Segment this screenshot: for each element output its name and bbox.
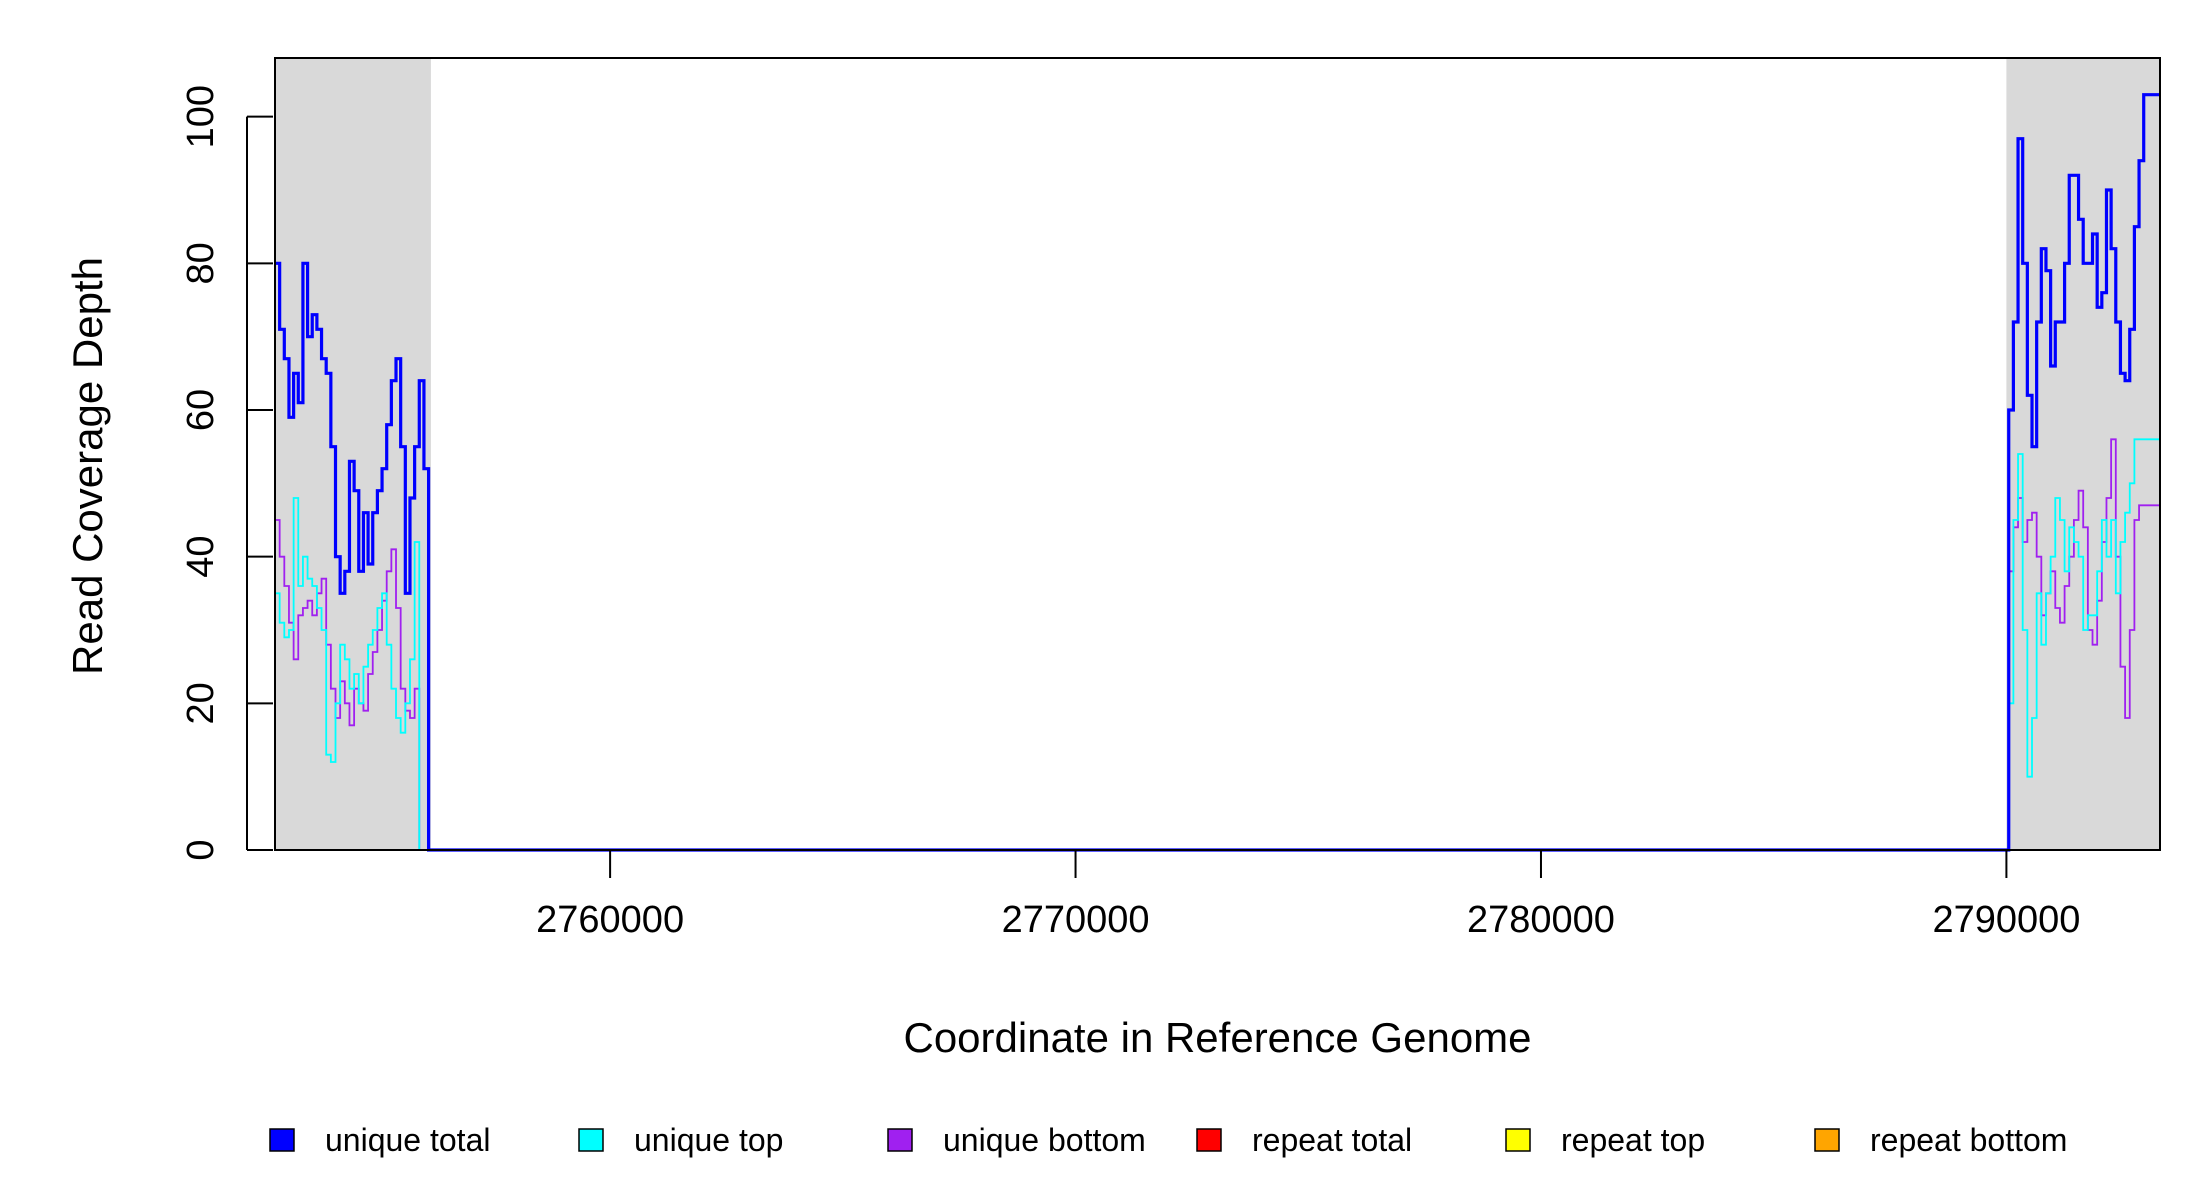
y-tick-label: 100: [180, 85, 222, 148]
y-axis-title: Read Coverage Depth: [64, 257, 111, 675]
y-tick-label: 80: [180, 242, 222, 284]
x-axis: 2760000 2770000 2780000 2790000: [536, 850, 2080, 941]
x-axis-title: Coordinate in Reference Genome: [903, 1014, 1531, 1061]
y-tick-label: 60: [180, 389, 222, 431]
shaded-region-1: [275, 58, 431, 850]
y-tick-label: 40: [180, 536, 222, 578]
x-tick-label: 2790000: [1932, 899, 2080, 941]
legend-item-repeat-top: repeat top: [1505, 1122, 1705, 1158]
legend-swatch: [887, 1128, 913, 1152]
legend-label: repeat bottom: [1870, 1122, 2067, 1158]
shaded-region-2: [2006, 58, 2160, 850]
legend-swatch: [269, 1128, 295, 1152]
legend-label: unique bottom: [943, 1122, 1146, 1158]
legend-label: unique top: [634, 1122, 783, 1158]
series-line-unique-total: [275, 93, 2160, 852]
legend-label: unique total: [325, 1122, 490, 1158]
legend-label: repeat top: [1561, 1122, 1705, 1158]
legend-item-unique-total: unique total: [269, 1122, 490, 1158]
y-tick-label: 20: [180, 682, 222, 724]
legend-swatch: [1505, 1128, 1531, 1152]
legend-item-unique-top: unique top: [578, 1122, 783, 1158]
y-axis: 0 20 40 60 80 100: [180, 85, 273, 861]
x-tick-label: 2780000: [1467, 899, 1615, 941]
legend-swatch: [1196, 1128, 1222, 1152]
x-tick-label: 2770000: [1002, 899, 1150, 941]
legend-item-repeat-bottom: repeat bottom: [1814, 1122, 2067, 1158]
legend-swatch: [1814, 1128, 1840, 1152]
plot-frame: [274, 57, 2161, 851]
legend: unique total unique top unique bottom repea…: [269, 1122, 2067, 1158]
x-tick-label: 2760000: [536, 899, 684, 941]
legend-item-repeat-total: repeat total: [1196, 1122, 1412, 1158]
legend-item-unique-bottom: unique bottom: [887, 1122, 1146, 1158]
y-tick-label: 0: [180, 839, 222, 860]
legend-swatch: [578, 1128, 604, 1152]
legend-label: repeat total: [1252, 1122, 1412, 1158]
